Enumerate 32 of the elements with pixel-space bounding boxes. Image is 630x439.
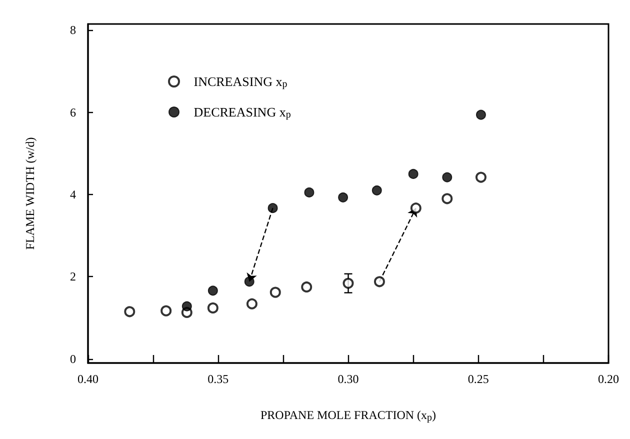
point [442, 172, 452, 182]
point [475, 172, 486, 183]
point [270, 286, 281, 298]
point [301, 281, 312, 292]
x-tick-label: 0.30 [338, 372, 359, 386]
point [374, 276, 385, 288]
x-tick-label: 0.25 [468, 372, 489, 386]
y-tick-label: 2 [70, 270, 76, 284]
y-tick-label: 4 [70, 188, 76, 202]
y-tick-label: 6 [70, 105, 76, 120]
point [476, 110, 486, 120]
point [208, 286, 218, 296]
x-tick-label: 0.35 [208, 372, 229, 386]
point [442, 193, 453, 204]
y-tick-label: 0 [70, 352, 76, 366]
point [182, 301, 192, 312]
point [410, 202, 422, 214]
point [372, 185, 382, 196]
point [244, 276, 254, 287]
point [408, 168, 418, 179]
y-tick-label: 8 [70, 23, 76, 38]
x-tick-label: 0.40 [78, 372, 98, 386]
point [207, 302, 218, 314]
y-axis-title: FLAME WIDTH (w/d) [23, 137, 37, 250]
point [268, 203, 278, 214]
point [246, 298, 258, 310]
x-tick-label: 0.20 [598, 372, 619, 386]
point [342, 278, 354, 289]
point [124, 306, 136, 318]
point [160, 305, 172, 316]
point [304, 187, 314, 198]
point [338, 192, 348, 202]
